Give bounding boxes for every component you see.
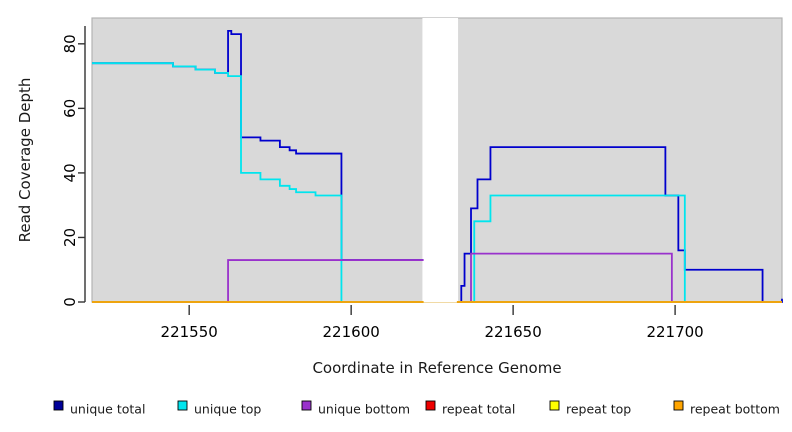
legend-item-unique-bottom[interactable]: unique bottom — [301, 400, 410, 417]
legend-label: repeat top — [566, 402, 631, 417]
legend-item-repeat-bottom[interactable]: repeat bottom — [673, 400, 780, 417]
series-layer — [92, 18, 783, 303]
legend-swatch-icon — [549, 400, 560, 411]
legend-label: unique bottom — [318, 402, 410, 417]
x-tick-label: 221550 — [161, 323, 218, 341]
y-tick-label: 20 — [61, 228, 79, 247]
legend: unique total unique top unique bottom repea… — [53, 400, 780, 417]
legend-swatch-icon — [177, 400, 188, 411]
legend-swatch-icon — [425, 400, 436, 411]
legend-swatch-icon — [301, 400, 312, 411]
legend-label: repeat total — [442, 402, 515, 417]
y-tick-label: 60 — [61, 99, 79, 118]
x-tick-label: 221600 — [323, 323, 380, 341]
y-tick-label: 0 — [61, 297, 79, 307]
x-tick-label: 221650 — [484, 323, 541, 341]
legend-label: repeat bottom — [690, 402, 780, 417]
x-tick-label: 221700 — [646, 323, 703, 341]
legend-item-repeat-top[interactable]: repeat top — [549, 400, 631, 417]
legend-item-unique-total[interactable]: unique total — [53, 400, 145, 417]
legend-label: unique total — [70, 402, 145, 417]
y-axis-title: Read Coverage Depth — [16, 78, 34, 243]
y-axis-ticks: 0 20 40 60 80 — [61, 34, 85, 307]
legend-item-unique-top[interactable]: unique top — [177, 400, 261, 417]
legend-item-repeat-total[interactable]: repeat total — [425, 400, 515, 417]
legend-label: unique top — [194, 402, 261, 417]
legend-swatch-icon — [53, 400, 64, 411]
y-tick-label: 80 — [61, 34, 79, 53]
series-line-unique-top — [92, 62, 782, 303]
no-data-band-overlay — [423, 18, 457, 303]
legend-swatch-icon — [673, 400, 684, 411]
y-tick-label: 40 — [61, 163, 79, 182]
x-axis-title: Coordinate in Reference Genome — [312, 359, 561, 377]
x-axis-ticks: 221550 221600 221650 221700 — [161, 305, 704, 341]
